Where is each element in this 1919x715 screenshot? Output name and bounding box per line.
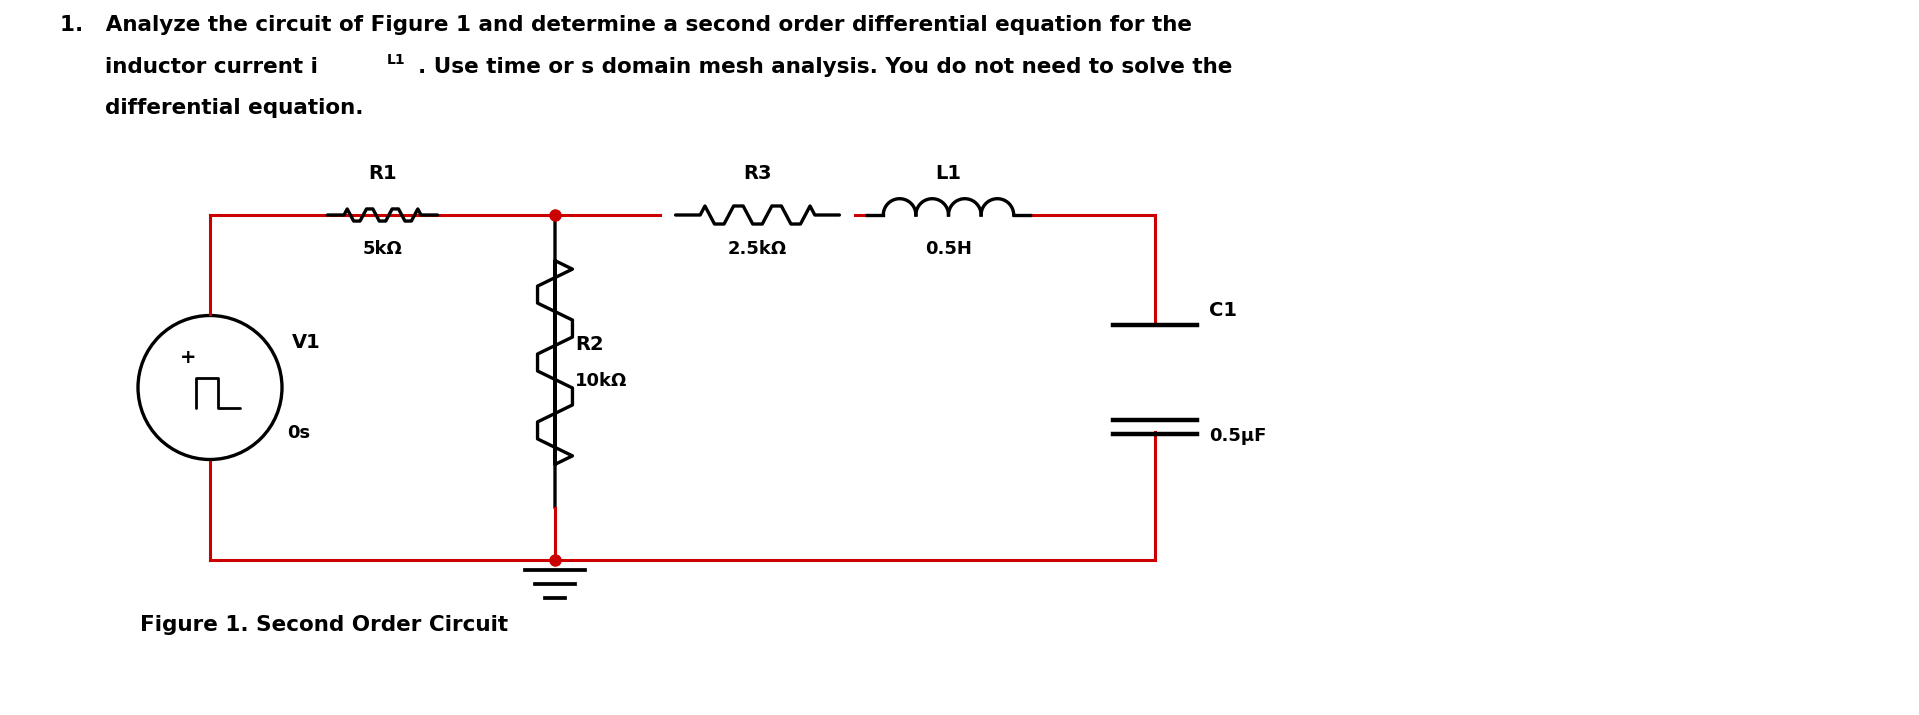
Text: 1.   Analyze the circuit of Figure 1 and determine a second order differential e: 1. Analyze the circuit of Figure 1 and d… [59,15,1192,35]
Text: L1: L1 [935,164,961,183]
Text: 10kΩ: 10kΩ [576,372,628,390]
Text: differential equation.: differential equation. [106,98,363,118]
Text: 0.5H: 0.5H [925,240,971,258]
Text: 0s: 0s [288,423,311,441]
Text: R1: R1 [368,164,397,183]
Text: 5kΩ: 5kΩ [363,240,403,258]
Text: R3: R3 [743,164,771,183]
Text: 0.5μF: 0.5μF [1209,427,1267,445]
Text: 2.5kΩ: 2.5kΩ [727,240,787,258]
Text: inductor current i: inductor current i [106,57,319,77]
Text: C1: C1 [1209,301,1238,320]
Text: R2: R2 [576,335,604,354]
Text: V1: V1 [292,333,320,352]
Text: +: + [180,348,196,367]
Text: Figure 1. Second Order Circuit: Figure 1. Second Order Circuit [140,615,509,635]
Text: L1: L1 [388,53,405,67]
Text: . Use time or s domain mesh analysis. You do not need to solve the: . Use time or s domain mesh analysis. Yo… [418,57,1232,77]
